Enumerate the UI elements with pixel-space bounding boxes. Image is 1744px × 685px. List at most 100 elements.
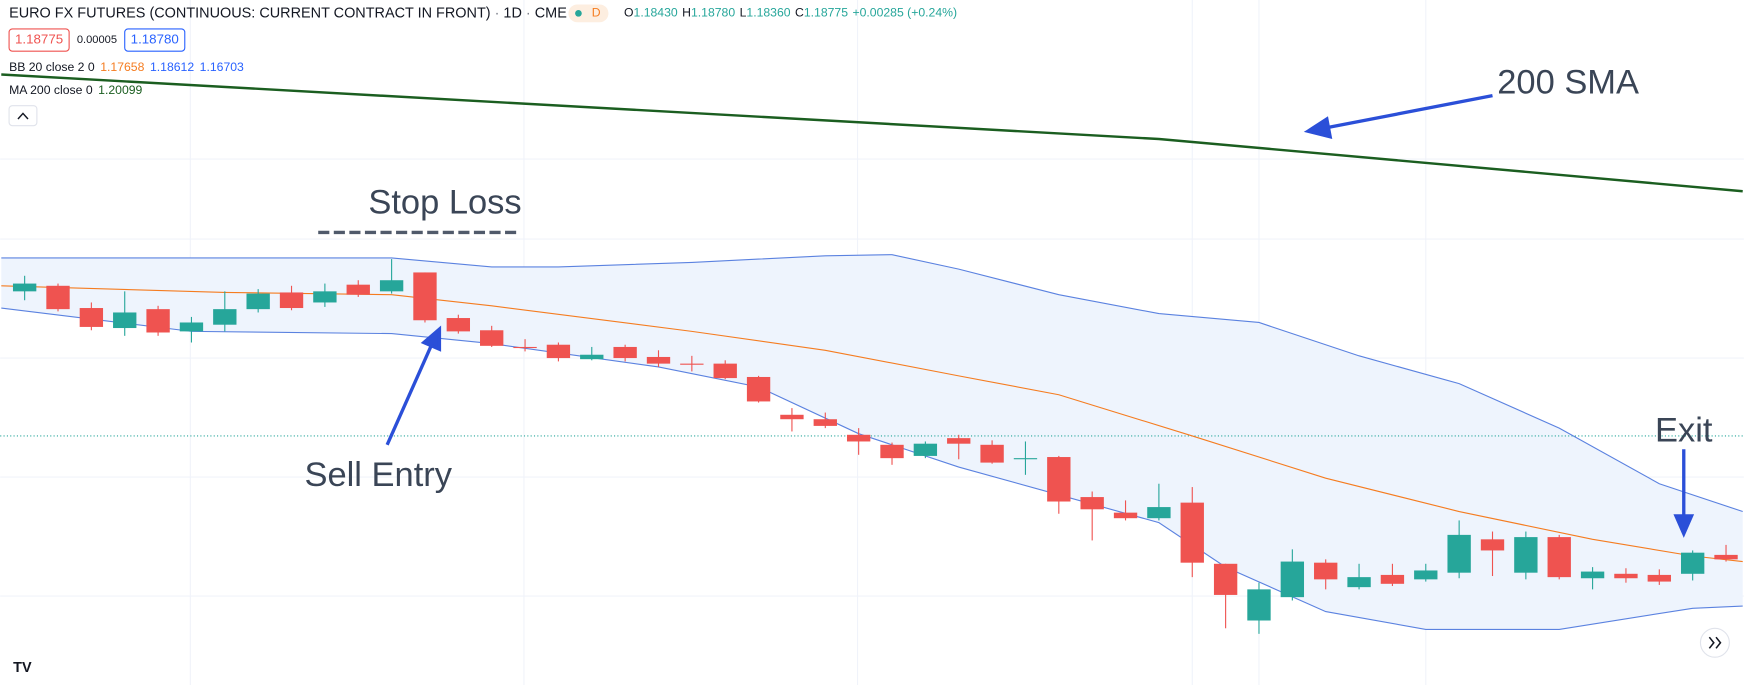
ohlc-value: 1.18360 xyxy=(746,6,790,20)
candle-body xyxy=(1380,574,1405,584)
scroll-button[interactable] xyxy=(1699,627,1730,658)
candle-body xyxy=(413,272,437,321)
candle-body xyxy=(913,443,938,456)
candle-body xyxy=(446,318,471,332)
candle-body xyxy=(1080,497,1104,510)
overlay-line xyxy=(1,307,1743,630)
interval: 1D xyxy=(503,5,521,21)
plot-area xyxy=(0,73,1744,634)
exchange: CME xyxy=(535,5,567,21)
ohlc-label: O xyxy=(624,6,634,20)
candle-body xyxy=(79,308,104,327)
header: EURO FX FUTURES (CONTINUOUS: CURRENT CON… xyxy=(9,5,567,21)
candle-body xyxy=(1247,589,1271,621)
spread: 0.00005 xyxy=(77,34,117,46)
candle-body xyxy=(680,363,704,365)
candle-body xyxy=(213,309,237,325)
candle-body xyxy=(46,285,70,310)
candle-body xyxy=(813,419,837,426)
scroll-icon xyxy=(1708,636,1722,649)
candle-body xyxy=(379,280,404,292)
arrowhead xyxy=(420,325,442,352)
status-badge xyxy=(568,4,609,23)
candle-body xyxy=(1514,537,1538,573)
indicator-legend: BB 20 close 2 0 1.17658 1.18612 1.16703 xyxy=(9,60,244,74)
candle-body xyxy=(580,354,604,360)
band-fill xyxy=(1,254,1743,630)
candle-body xyxy=(1280,561,1305,598)
candle-body xyxy=(1147,507,1171,519)
arrowhead xyxy=(1673,514,1695,538)
candle-body xyxy=(480,330,504,346)
annotation: Sell Entry xyxy=(305,456,453,494)
candle-body xyxy=(546,344,571,359)
separator: · xyxy=(522,5,535,21)
badge: D xyxy=(592,6,601,20)
overlay-line xyxy=(1,285,1743,563)
symbol: EURO FX FUTURES (CONTINUOUS: CURRENT CON… xyxy=(9,5,491,21)
candle-body xyxy=(1013,458,1038,460)
candle-body xyxy=(980,444,1004,463)
ohlc-label: C xyxy=(795,6,804,20)
candle-body xyxy=(1314,562,1338,580)
overlay-line xyxy=(1,254,1743,513)
candle-body xyxy=(1614,573,1638,579)
status-dot xyxy=(575,10,582,17)
candle-body xyxy=(113,312,137,329)
candle-body xyxy=(1447,534,1471,573)
annotation: 200 SMA xyxy=(1497,64,1639,102)
ohlc-label: L xyxy=(740,6,747,20)
indicator-value: 1.20099 xyxy=(98,83,142,97)
candle-body xyxy=(1047,457,1071,502)
candle-body xyxy=(1714,554,1738,560)
indicator-name: BB 20 close 2 0 xyxy=(9,60,95,74)
candle-body xyxy=(1647,574,1671,582)
arrow xyxy=(1325,93,1493,130)
separator: · xyxy=(491,5,504,21)
arrowhead xyxy=(1303,116,1333,140)
logo[interactable]: TV xyxy=(13,660,32,676)
indicator-value: 1.16703 xyxy=(200,60,244,74)
buy-price: 1.18780 xyxy=(131,32,179,47)
arrow xyxy=(385,344,434,446)
ohlc-value: 1.18430 xyxy=(634,6,678,20)
indicator-name: MA 200 close 0 xyxy=(9,83,93,97)
candle-body xyxy=(513,346,537,349)
change: +0.00285 (+0.24%) xyxy=(852,6,957,20)
candle-body xyxy=(1480,539,1505,551)
ohlc: O1.18430 H1.18780 L1.18360 C1.18775 +0.00285… xyxy=(624,6,957,20)
candle-body xyxy=(246,293,270,310)
candle-body xyxy=(846,434,871,442)
candle-body xyxy=(12,283,37,292)
arrows xyxy=(385,93,1695,538)
candle-body xyxy=(1414,570,1438,580)
candle-body xyxy=(146,309,170,333)
candle-body xyxy=(346,284,370,295)
sell-price: 1.18775 xyxy=(15,32,63,47)
candle-body xyxy=(880,444,904,459)
candle-body xyxy=(1213,563,1238,595)
candle-body xyxy=(1113,512,1138,519)
candle-body xyxy=(1580,571,1605,579)
overlay-line xyxy=(1,73,1743,193)
candle-body xyxy=(279,292,304,309)
annotation: Stop Loss xyxy=(368,184,521,222)
candle-body xyxy=(1347,577,1371,588)
annotations: Stop Loss 200 SMA Sell Entry Exit xyxy=(305,64,1713,495)
indicator-value: 1.18612 xyxy=(150,60,194,74)
sell-price-box[interactable] xyxy=(8,28,70,52)
candle-body xyxy=(179,322,204,332)
buy-price-box[interactable] xyxy=(124,28,186,52)
ohlc-value: 1.18780 xyxy=(691,6,735,20)
collapse-icon xyxy=(17,112,29,120)
candle-body xyxy=(613,346,637,359)
collapse-button[interactable] xyxy=(8,105,38,127)
candle-body xyxy=(746,376,771,402)
ohlc-label: H xyxy=(682,6,691,20)
candle-body xyxy=(313,291,337,303)
candle-body xyxy=(1547,537,1571,578)
indicator-value: 1.17658 xyxy=(100,60,144,74)
candle-body xyxy=(1180,502,1204,563)
candle-body xyxy=(780,414,804,420)
